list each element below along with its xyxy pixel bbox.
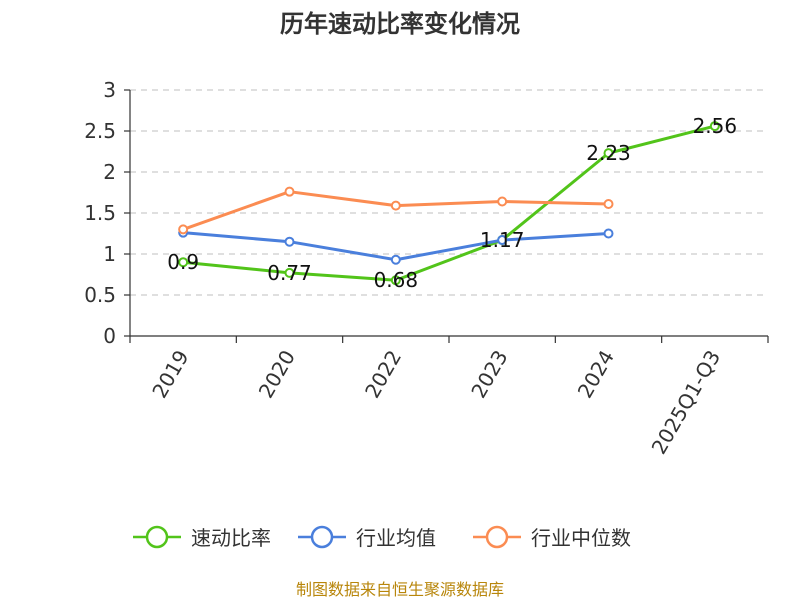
- legend-item: 速动比率: [133, 525, 271, 550]
- x-tick-label: 2023: [466, 346, 512, 402]
- series-marker: [284, 267, 295, 278]
- series-marker: [284, 236, 295, 247]
- legend-label: 行业均值: [356, 526, 436, 550]
- data-labels: 0.9 0.77 0.68 1.17 2.23 2.56: [167, 114, 737, 292]
- y-tick-label: 1.5: [84, 201, 116, 225]
- x-tick-label: 2020: [254, 346, 300, 402]
- data-label: 2.23: [586, 141, 631, 165]
- x-tick-label: 2022: [360, 346, 406, 402]
- series-marker: [709, 121, 720, 132]
- x-tick-label: 2025Q1-Q3: [647, 346, 726, 458]
- legend-item: 行业均值: [298, 525, 436, 550]
- legend-swatch-marker: [310, 525, 334, 549]
- y-tick-label: 0.5: [84, 283, 116, 307]
- x-tick-label: 2024: [573, 346, 619, 402]
- data-label: 0.68: [374, 268, 419, 292]
- series-marker: [390, 275, 401, 286]
- y-tick-label: 3: [103, 78, 116, 102]
- data-label: 1.17: [480, 228, 525, 252]
- series-layer: [178, 121, 720, 286]
- series-marker: [497, 235, 508, 246]
- series-marker: [390, 200, 401, 211]
- legend-label: 行业中位数: [531, 526, 631, 550]
- legend-label: 速动比率: [191, 526, 271, 550]
- data-label: 0.77: [267, 261, 312, 285]
- series-marker: [178, 257, 189, 268]
- data-label: 2.56: [693, 114, 738, 138]
- legend-swatch-marker: [145, 525, 169, 549]
- legend-swatch-marker: [485, 525, 509, 549]
- y-tick-label: 2: [103, 160, 116, 184]
- legend: 速动比率 行业均值 行业中位数: [133, 525, 631, 550]
- y-tick-label: 1: [103, 242, 116, 266]
- data-label: 0.9: [167, 250, 199, 274]
- series-marker: [284, 186, 295, 197]
- series-marker: [603, 228, 614, 239]
- y-tick-label: 2.5: [84, 119, 116, 143]
- series-line: [183, 124, 716, 282]
- source-note: 制图数据来自恒生聚源数据库: [296, 580, 504, 599]
- series-marker: [603, 198, 614, 209]
- series-marker: [178, 224, 189, 235]
- legend-item: 行业中位数: [473, 525, 631, 550]
- x-tick-label: 2019: [147, 346, 193, 402]
- series-marker: [603, 148, 614, 159]
- chart-title: 历年速动比率变化情况: [280, 10, 520, 38]
- grid-lines: [130, 89, 768, 296]
- series-marker: [390, 254, 401, 265]
- series-marker: [497, 196, 508, 207]
- y-tick-label: 0: [103, 324, 116, 348]
